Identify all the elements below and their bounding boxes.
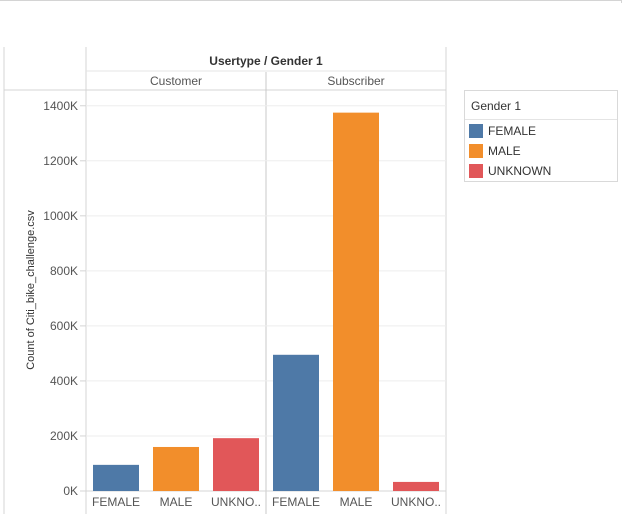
legend-swatch-female (469, 124, 483, 138)
y-tick-label-2: 400K (50, 374, 78, 388)
bar-customer-female (93, 464, 139, 491)
y-tick-label-1: 200K (50, 429, 78, 443)
pane-header-0: Customer (150, 74, 202, 88)
legend-label-unknown: UNKNOWN (488, 164, 552, 178)
legend-label-male: MALE (488, 144, 521, 158)
x-tick-label-0-1: MALE (160, 495, 193, 509)
legend-label-female: FEMALE (488, 124, 537, 138)
legend-swatch-unknown (469, 164, 483, 178)
legend-item-male[interactable]: MALE (469, 143, 521, 159)
y-tick-label-6: 1200K (43, 154, 78, 168)
bar-subscriber-male (333, 112, 379, 491)
x-tick-label-0-2: UNKNO.. (211, 495, 261, 509)
y-tick-label-4: 800K (50, 264, 78, 278)
pane-header-1: Subscriber (327, 74, 384, 88)
bar-subscriber-unknown (393, 481, 439, 491)
legend: Gender 1 FEMALE MALE UNKNOWN (464, 90, 618, 182)
legend-divider (465, 119, 617, 120)
bar-subscriber-female (273, 354, 319, 491)
x-tick-label-1-2: UNKNO.. (391, 495, 441, 509)
y-tick-label-7: 1400K (43, 99, 78, 113)
legend-item-unknown[interactable]: UNKNOWN (469, 163, 551, 179)
x-tick-label-1-0: FEMALE (272, 495, 320, 509)
x-tick-label-1-1: MALE (340, 495, 373, 509)
legend-item-female[interactable]: FEMALE (469, 123, 536, 139)
legend-swatch-male (469, 144, 483, 158)
y-tick-label-5: 1000K (43, 209, 78, 223)
bar-customer-unknown (213, 438, 259, 491)
x-tick-label-0-0: FEMALE (92, 495, 140, 509)
legend-title: Gender 1 (471, 99, 522, 113)
y-axis-label: Count of Citi_bike_challenge.csv (25, 210, 37, 370)
y-tick-label-0: 0K (63, 484, 78, 498)
bar-customer-male (153, 446, 199, 491)
y-tick-label-3: 600K (50, 319, 78, 333)
chart-title: Usertype / Gender 1 (209, 54, 323, 68)
